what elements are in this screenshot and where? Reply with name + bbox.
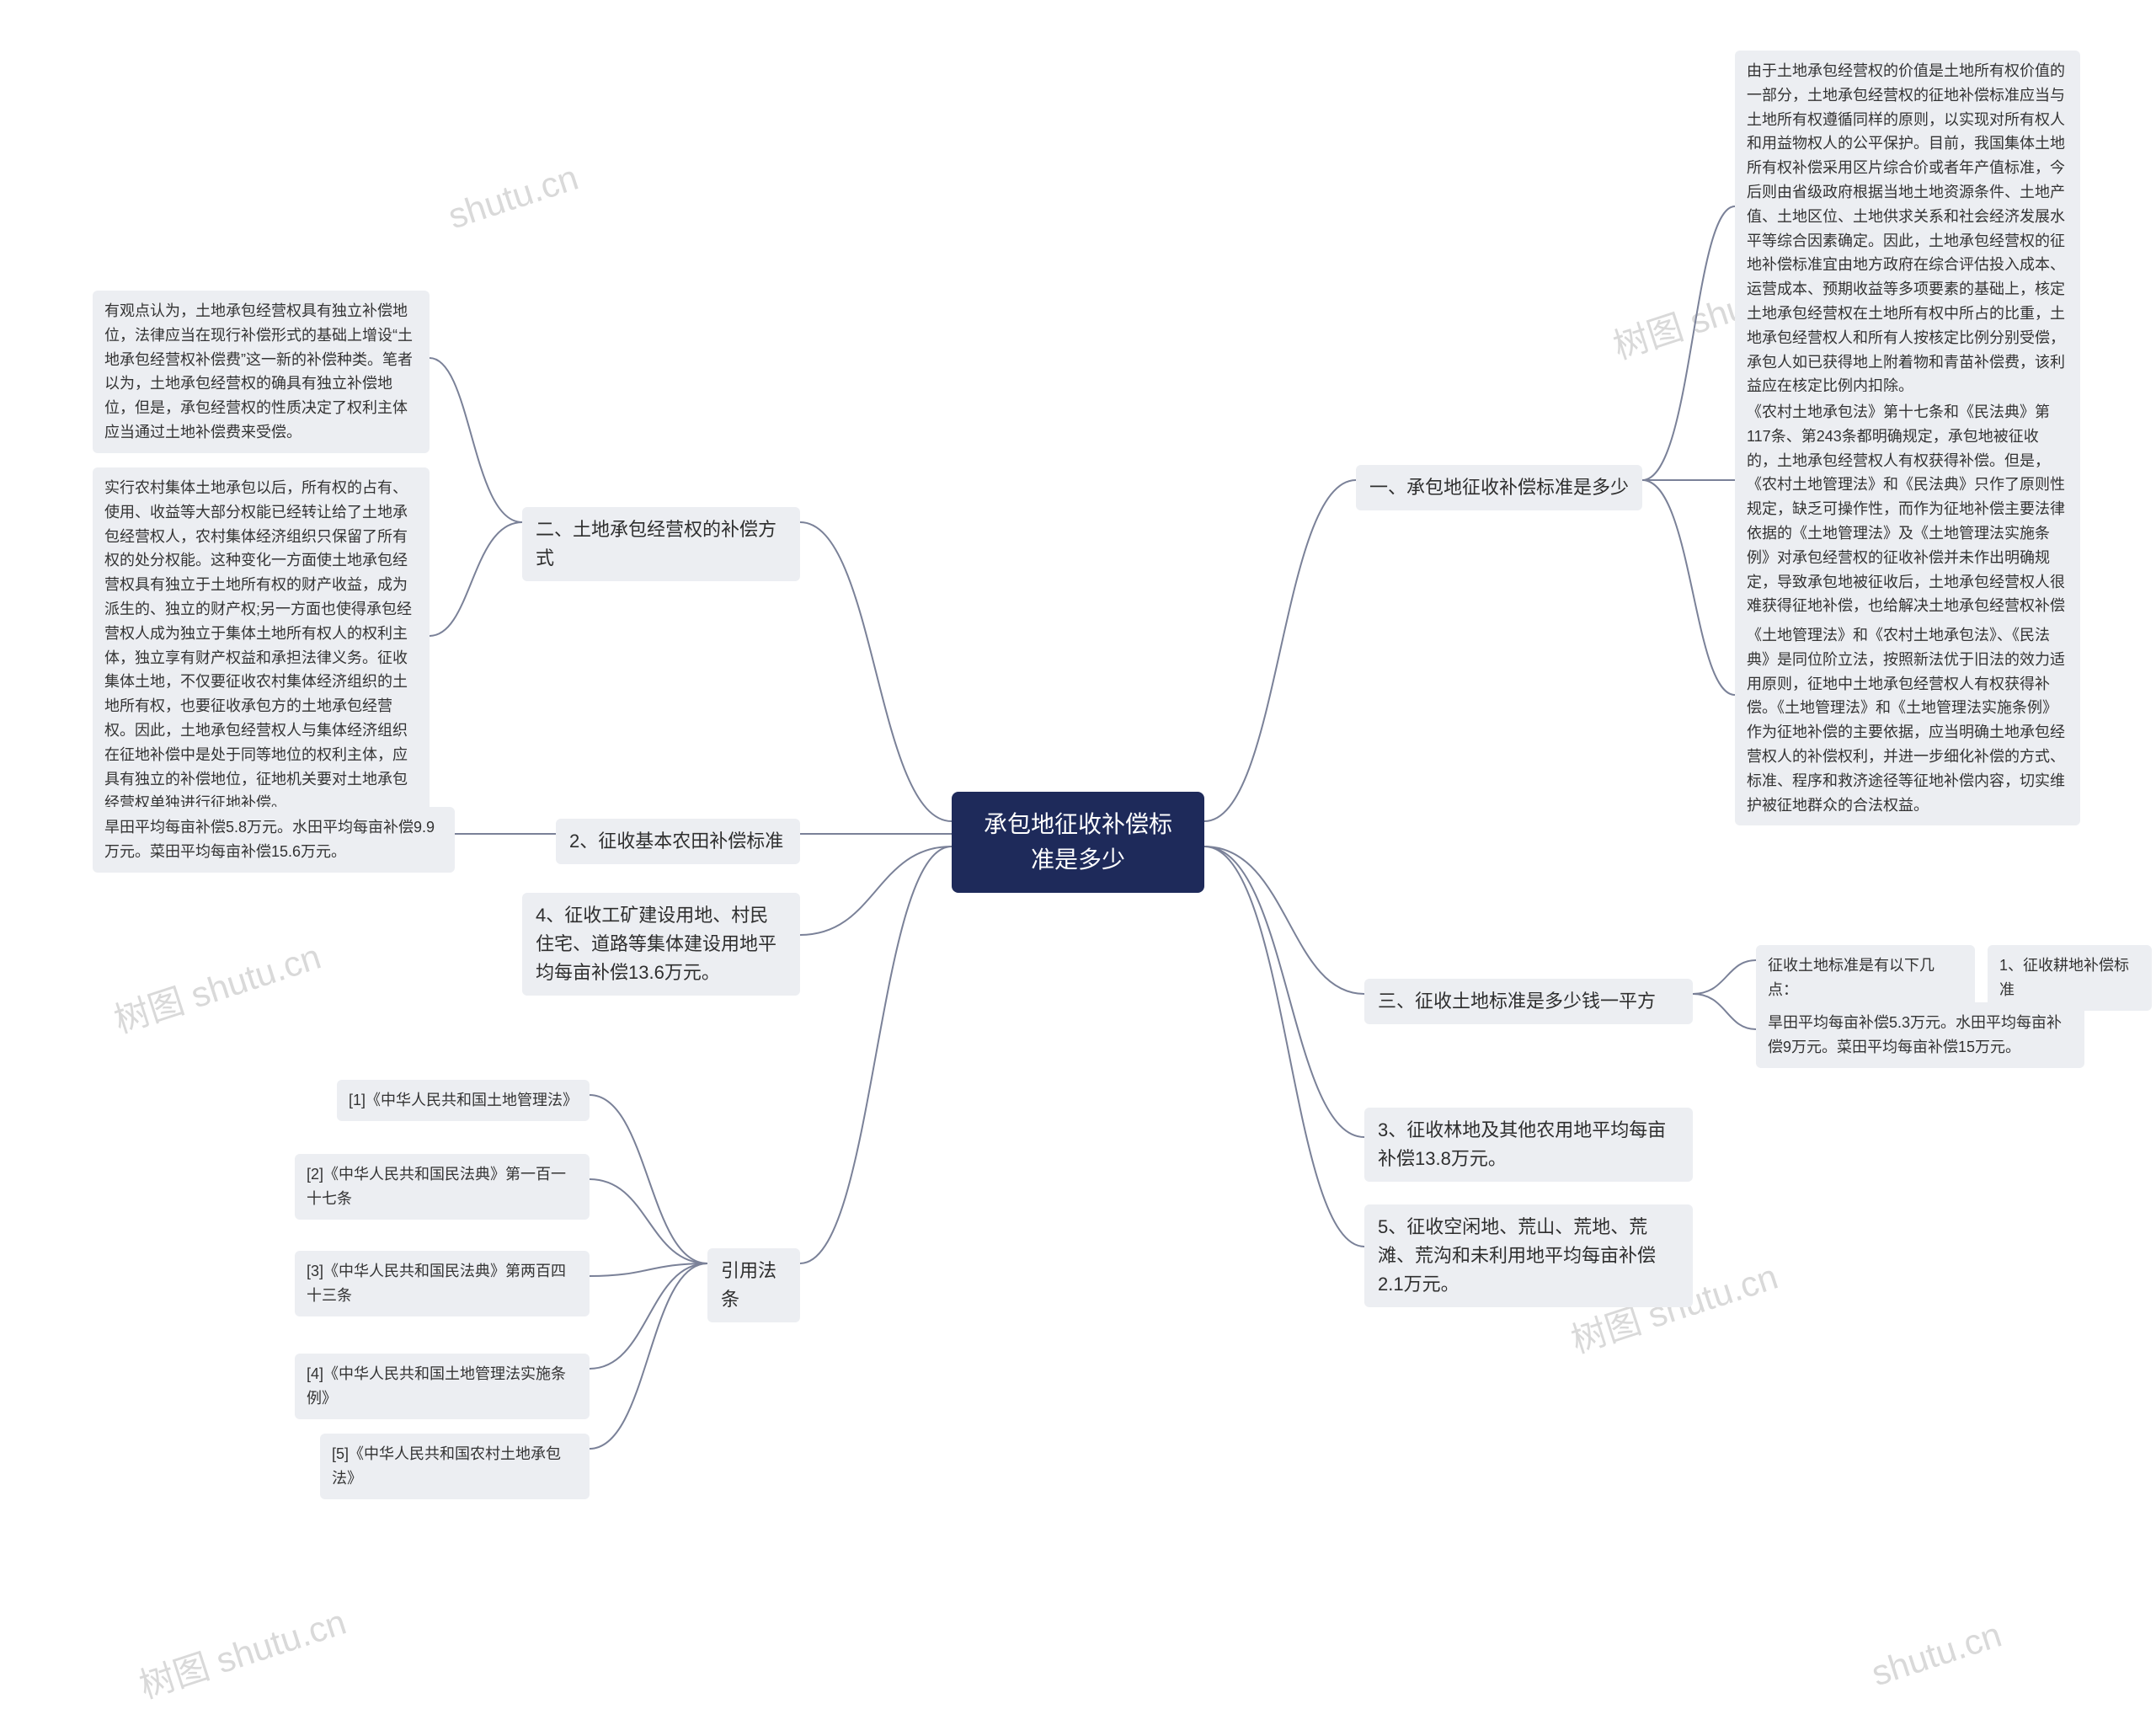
leaf-l1-1: 有观点认为，土地承包经营权具有独立补偿地位，法律应当在现行补偿形式的基础上增设“… xyxy=(93,291,430,453)
branch-left-4: 引用法条 xyxy=(707,1248,800,1322)
branch-right-1: 一、承包地征收补偿标准是多少 xyxy=(1356,465,1642,510)
leaf-l4-4: [4]《中华人民共和国土地管理法实施条例》 xyxy=(295,1354,590,1419)
watermark: shutu.cn xyxy=(1866,1615,2006,1695)
branch-left-1: 二、土地承包经营权的补偿方式 xyxy=(522,507,800,581)
leaf-l4-5: [5]《中华人民共和国农村土地承包法》 xyxy=(320,1434,590,1499)
branch-right-2: 三、征收土地标准是多少钱一平方 xyxy=(1364,979,1693,1024)
leaf-r2-1a: 征收土地标准是有以下几点： xyxy=(1756,945,1975,1011)
root-node: 承包地征收补偿标准是多少 xyxy=(952,792,1204,893)
branch-right-4: 5、征收空闲地、荒山、荒地、荒滩、荒沟和未利用地平均每亩补偿2.1万元。 xyxy=(1364,1204,1693,1307)
leaf-l1-2: 实行农村集体土地承包以后，所有权的占有、使用、收益等大部分权能已经转让给了土地承… xyxy=(93,467,430,824)
watermark: shutu.cn xyxy=(443,158,583,238)
leaf-l4-2: [2]《中华人民共和国民法典》第一百一十七条 xyxy=(295,1154,590,1220)
branch-left-2: 2、征收基本农田补偿标准 xyxy=(556,819,800,864)
leaf-r2-2: 旱田平均每亩补偿5.3万元。水田平均每亩补偿9万元。菜田平均每亩补偿15万元。 xyxy=(1756,1002,2084,1068)
watermark: 树图 shutu.cn xyxy=(107,928,327,1044)
leaf-r1-2: 《农村土地承包法》第十七条和《民法典》第117条、第243条都明确规定，承包地被… xyxy=(1735,392,2080,651)
leaf-r1-1: 由于土地承包经营权的价值是土地所有权价值的一部分，土地承包经营权的征地补偿标准应… xyxy=(1735,51,2080,407)
branch-left-3: 4、征收工矿建设用地、村民住宅、道路等集体建设用地平均每亩补偿13.6万元。 xyxy=(522,893,800,996)
leaf-l4-1: [1]《中华人民共和国土地管理法》 xyxy=(337,1080,590,1121)
leaf-l2-1: 旱田平均每亩补偿5.8万元。水田平均每亩补偿9.9万元。菜田平均每亩补偿15.6… xyxy=(93,807,455,873)
leaf-l4-3: [3]《中华人民共和国民法典》第两百四十三条 xyxy=(295,1251,590,1316)
leaf-r1-3: 《土地管理法》和《农村土地承包法》、《民法典》是同位阶立法，按照新法优于旧法的效… xyxy=(1735,615,2080,825)
branch-right-3: 3、征收林地及其他农用地平均每亩补偿13.8万元。 xyxy=(1364,1108,1693,1182)
watermark: 树图 shutu.cn xyxy=(132,1594,352,1709)
leaf-r2-1b: 1、征收耕地补偿标准 xyxy=(1988,945,2152,1011)
